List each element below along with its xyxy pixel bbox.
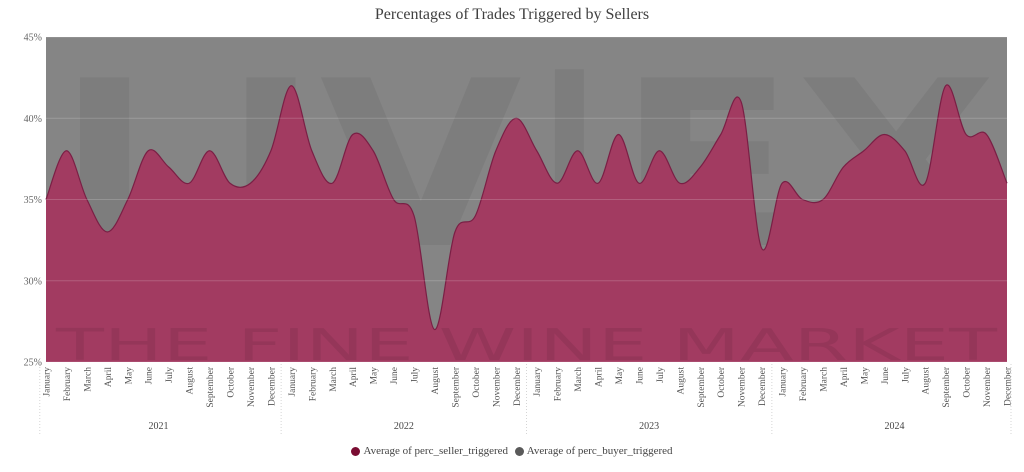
y-tick-label: 25% (24, 358, 42, 369)
seller-line (45, 84, 1008, 331)
seller-area (46, 84, 1007, 363)
x-tick-label: September (451, 366, 461, 407)
x-tick-label: January (533, 367, 543, 397)
x-tick-label: May (124, 367, 134, 385)
x-tick-label: August (431, 367, 441, 395)
legend-seller-label: Average of perc_seller_triggered (363, 445, 509, 457)
x-tick-label: November (983, 366, 993, 407)
x-tick-label: August (186, 367, 196, 395)
x-tick-label: January (43, 367, 53, 397)
x-tick-label: August (676, 367, 686, 395)
x-tick-label: June (145, 367, 155, 384)
x-tick-label: April (349, 367, 359, 387)
year-label: 2023 (639, 421, 659, 432)
x-tick-label: May (860, 367, 870, 385)
x-tick-label: December (1004, 366, 1014, 406)
x-tick-label: April (104, 367, 114, 387)
x-tick-label: December (513, 366, 523, 406)
x-tick-label: June (881, 367, 891, 384)
chart-title: Percentages of Trades Triggered by Selle… (374, 6, 650, 23)
x-tick-label: August (922, 367, 932, 395)
year-label: 2024 (885, 421, 905, 432)
x-tick-label: May (370, 367, 380, 385)
x-tick-label: March (329, 367, 339, 392)
y-tick-label: 45% (24, 33, 42, 44)
x-tick-label: March (574, 367, 584, 392)
x-tick-label: November (247, 366, 257, 407)
area-chart: LIV|EXTHE FINE WINE MARKET25%30%35%40%45… (24, 33, 1014, 436)
x-tick-label: May (615, 367, 625, 385)
x-tick-label: April (840, 367, 850, 387)
x-tick-label: March (819, 367, 829, 392)
x-tick-label: June (635, 367, 645, 384)
x-tick-label: September (206, 366, 216, 407)
x-tick-label: October (472, 366, 482, 397)
x-tick-label: July (411, 367, 421, 383)
x-tick-label: July (901, 367, 911, 383)
year-label: 2022 (394, 421, 414, 432)
x-tick-label: February (63, 367, 73, 402)
legend-buyer-label: Average of perc_buyer_triggered (526, 445, 673, 457)
x-tick-label: January (288, 367, 298, 397)
x-tick-label: September (697, 366, 707, 407)
x-tick-label: October (963, 366, 973, 397)
x-tick-label: June (390, 367, 400, 384)
x-tick-label: October (717, 366, 727, 397)
x-tick-label: September (942, 366, 952, 407)
x-tick-label: July (656, 367, 666, 383)
year-label: 2021 (148, 421, 168, 432)
legend-item-seller[interactable]: Average of perc_seller_triggered (351, 445, 508, 457)
x-tick-label: February (308, 367, 318, 402)
x-tick-label: July (165, 367, 175, 383)
x-tick-label: November (492, 366, 502, 407)
legend-seller-dot (351, 446, 361, 456)
x-tick-label: November (738, 366, 748, 407)
y-tick-label: 30% (24, 276, 42, 287)
y-tick-label: 40% (24, 114, 42, 125)
x-tick-label: April (595, 367, 605, 387)
legend-item-buyer[interactable]: Average of perc_buyer_triggered (514, 445, 673, 457)
x-tick-label: December (267, 366, 277, 406)
legend-buyer-dot (514, 446, 524, 456)
x-tick-label: February (554, 367, 564, 402)
x-tick-label: October (227, 366, 237, 397)
x-tick-label: February (799, 367, 809, 402)
watermark-tagline: THE FINE WINE MARKET (54, 320, 997, 371)
x-tick-label: December (758, 366, 768, 406)
x-tick-label: March (83, 367, 93, 392)
y-tick-label: 35% (24, 195, 42, 206)
x-tick-label: January (779, 367, 789, 397)
legend: Average of perc_seller_triggered Average… (0, 445, 1024, 459)
